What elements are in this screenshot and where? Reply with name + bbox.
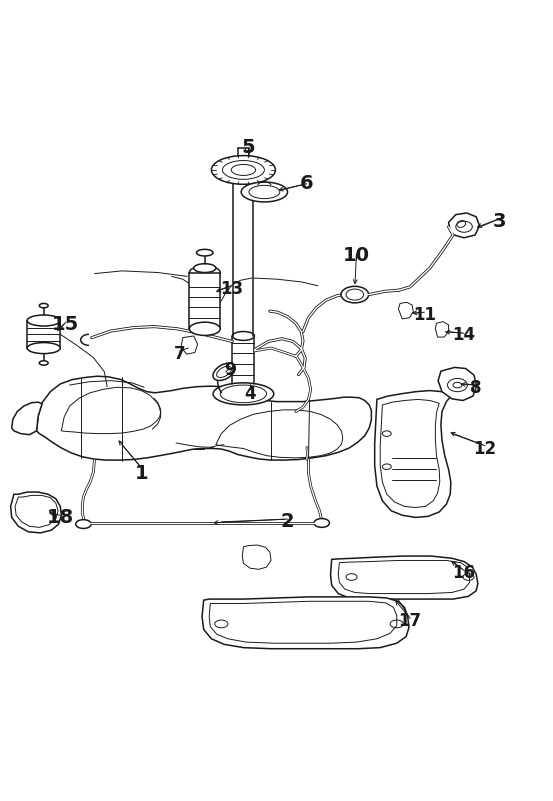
Polygon shape [435,322,448,337]
Ellipse shape [27,315,60,326]
Text: 10: 10 [343,247,370,265]
Ellipse shape [194,264,216,272]
Text: 9: 9 [224,361,236,379]
Ellipse shape [211,155,275,184]
Ellipse shape [213,363,235,380]
Ellipse shape [453,382,462,388]
Polygon shape [12,402,42,435]
Polygon shape [242,545,271,570]
Text: 17: 17 [398,612,421,630]
Polygon shape [438,368,477,400]
Text: 13: 13 [220,280,243,297]
Ellipse shape [189,266,220,279]
Polygon shape [181,336,197,354]
Ellipse shape [27,343,60,353]
Polygon shape [375,391,452,517]
Ellipse shape [231,164,255,175]
Polygon shape [202,597,409,649]
Text: 14: 14 [452,327,476,344]
Ellipse shape [341,286,369,303]
Ellipse shape [232,332,254,340]
Polygon shape [398,302,413,319]
Text: 12: 12 [473,440,497,458]
Text: 8: 8 [471,379,482,396]
Text: 7: 7 [174,344,186,363]
Text: 18: 18 [46,508,74,527]
Text: 4: 4 [244,385,256,403]
Ellipse shape [39,304,48,308]
Polygon shape [36,376,372,460]
Text: 5: 5 [241,139,254,157]
Polygon shape [11,492,61,533]
Ellipse shape [76,520,91,529]
Ellipse shape [196,249,213,256]
Ellipse shape [213,383,274,405]
Text: 3: 3 [493,211,507,231]
Polygon shape [27,320,60,348]
Text: 15: 15 [52,315,80,334]
Text: 16: 16 [452,564,476,582]
Text: 6: 6 [300,174,314,193]
Ellipse shape [314,518,330,527]
Text: 1: 1 [134,464,148,483]
Polygon shape [448,213,479,238]
Ellipse shape [39,360,48,365]
Polygon shape [189,272,220,328]
Ellipse shape [241,182,288,202]
Text: 2: 2 [281,513,294,531]
Text: 11: 11 [413,306,436,324]
Ellipse shape [189,322,220,336]
Polygon shape [331,556,478,599]
